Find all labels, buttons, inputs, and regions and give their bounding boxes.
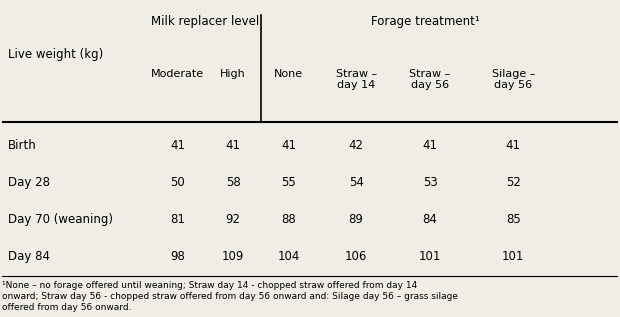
Text: 54: 54 xyxy=(348,176,363,189)
Text: 101: 101 xyxy=(502,250,525,263)
Text: 81: 81 xyxy=(170,213,185,226)
Text: High: High xyxy=(220,69,246,79)
Text: Straw –
day 56: Straw – day 56 xyxy=(409,69,451,90)
Text: 58: 58 xyxy=(226,176,241,189)
Text: 109: 109 xyxy=(222,250,244,263)
Text: Straw –
day 14: Straw – day 14 xyxy=(335,69,377,90)
Text: Birth: Birth xyxy=(8,139,37,152)
Text: 85: 85 xyxy=(506,213,521,226)
Text: Day 28: Day 28 xyxy=(8,176,50,189)
Text: 42: 42 xyxy=(348,139,364,152)
Text: Day 84: Day 84 xyxy=(8,250,50,263)
Text: Day 70 (weaning): Day 70 (weaning) xyxy=(8,213,113,226)
Text: 55: 55 xyxy=(281,176,296,189)
Text: Forage treatment¹: Forage treatment¹ xyxy=(371,16,480,29)
Text: 89: 89 xyxy=(348,213,363,226)
Text: 98: 98 xyxy=(170,250,185,263)
Text: Milk replacer level: Milk replacer level xyxy=(151,16,259,29)
Text: 41: 41 xyxy=(226,139,241,152)
Text: 41: 41 xyxy=(170,139,185,152)
Text: Moderate: Moderate xyxy=(151,69,204,79)
Text: ¹None – no forage offered until weaning; Straw day 14 - chopped straw offered fr: ¹None – no forage offered until weaning;… xyxy=(2,281,458,312)
Text: 52: 52 xyxy=(506,176,521,189)
Text: Live weight (kg): Live weight (kg) xyxy=(8,48,104,61)
Text: None: None xyxy=(274,69,303,79)
Text: 88: 88 xyxy=(281,213,296,226)
Text: Silage –
day 56: Silage – day 56 xyxy=(492,69,535,90)
Text: 41: 41 xyxy=(506,139,521,152)
Text: 41: 41 xyxy=(423,139,438,152)
Text: 53: 53 xyxy=(423,176,438,189)
Text: 84: 84 xyxy=(423,213,438,226)
Text: 92: 92 xyxy=(226,213,241,226)
Text: 101: 101 xyxy=(419,250,441,263)
Text: 104: 104 xyxy=(277,250,299,263)
Text: 41: 41 xyxy=(281,139,296,152)
Text: 50: 50 xyxy=(170,176,185,189)
Text: 106: 106 xyxy=(345,250,368,263)
